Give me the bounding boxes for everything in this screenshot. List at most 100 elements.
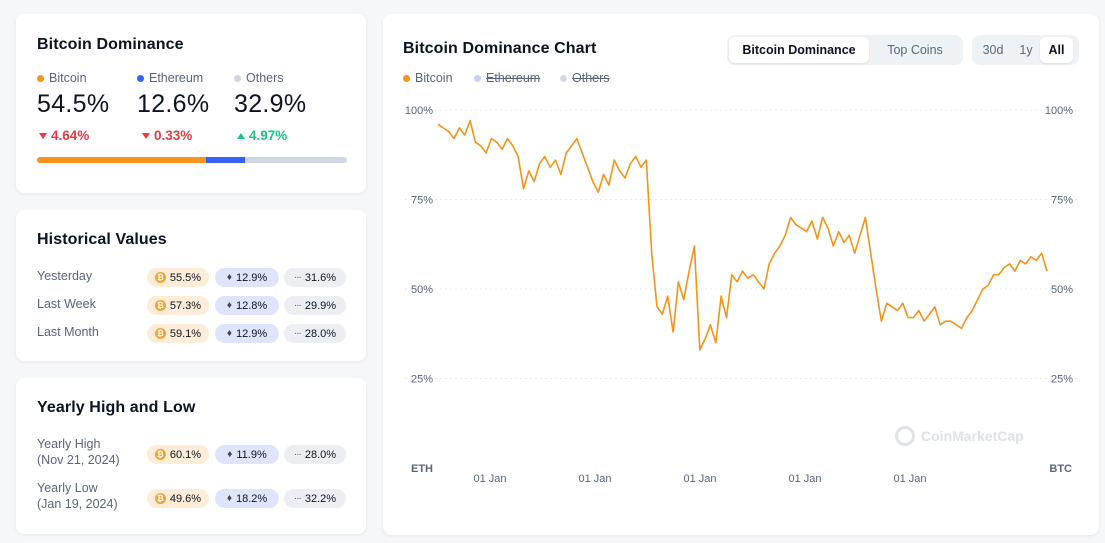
x-tick-label: 01 Jan — [683, 473, 716, 485]
others-dot-icon — [234, 74, 241, 82]
historical-row-label: Yesterday — [37, 269, 93, 283]
y-tick-label-left: 100% — [405, 105, 433, 117]
y-tick-label-left: 75% — [411, 195, 433, 207]
eth-pill-value: 11.9% — [236, 448, 267, 461]
ethereum-icon: ♦ — [226, 493, 232, 504]
ethereum-dot-icon — [474, 74, 481, 82]
btc-pill: ₿ 57.3% — [147, 296, 209, 315]
legend-ethereum-label: Ethereum — [149, 71, 204, 85]
historical-row-label: Last Month — [37, 325, 99, 339]
bitcoin-coin-icon: ₿ — [154, 449, 166, 460]
yearly-high-label-text: Yearly High — [37, 437, 101, 451]
tab-top-coins[interactable]: Top Coins — [887, 43, 943, 57]
chart-card: Bitcoin Dominance Chart Bitcoin Dominanc… — [383, 14, 1099, 535]
eth-pill-value: 12.8% — [235, 299, 268, 312]
bitcoin-coin-icon: ₿ — [154, 300, 166, 311]
ethereum-dominance-value: 12.6% — [137, 90, 210, 118]
more-dots-icon: ··· — [293, 493, 302, 504]
legend-bitcoin-label: Bitcoin — [49, 71, 87, 85]
range-all[interactable]: All — [1040, 37, 1073, 63]
eth-pill: ♦ 18.2% — [215, 489, 279, 508]
y-tick-label-right: 75% — [1051, 195, 1073, 207]
y-tick-label-right: 25% — [1051, 374, 1073, 386]
historical-row-label: Last Week — [37, 297, 96, 311]
others-change: 4.97% — [237, 128, 287, 143]
bitcoin-change-value: 4.64% — [51, 128, 90, 143]
eth-pill: ♦ 11.9% — [215, 445, 279, 464]
others-pill-value: 31.6% — [304, 271, 337, 284]
y-tick-label-left: 25% — [411, 374, 433, 386]
range-1y[interactable]: 1y — [1019, 43, 1033, 57]
legend-bitcoin: Bitcoin — [37, 71, 87, 85]
coinmarketcap-watermark: CoinMarketCap — [895, 426, 1024, 446]
others-pill: ··· 28.0% — [284, 445, 346, 464]
others-share-segment — [244, 157, 347, 163]
historical-title: Historical Values — [37, 231, 167, 248]
btc-pill: ₿ 55.5% — [147, 268, 209, 287]
btc-pill: ₿ 59.1% — [147, 324, 209, 343]
others-change-value: 4.97% — [249, 128, 288, 143]
left-axis-name: ETH — [411, 463, 433, 475]
chart-legend-ethereum-label: Ethereum — [486, 71, 541, 85]
chart-legend-bitcoin[interactable]: Bitcoin — [403, 71, 453, 85]
right-axis-name: BTC — [1049, 463, 1072, 475]
x-tick-label: 01 Jan — [473, 473, 506, 485]
yearly-low-label-text: Yearly Low — [37, 481, 98, 495]
eth-pill: ♦ 12.9% — [215, 268, 279, 287]
eth-pill-value: 12.9% — [235, 271, 268, 284]
watermark-text: CoinMarketCap — [921, 428, 1024, 444]
caret-up-icon — [237, 132, 245, 139]
others-pill-value: 32.2% — [304, 492, 337, 505]
bitcoin-series-line — [437, 119, 1048, 351]
yearly-title: Yearly High and Low — [37, 399, 196, 416]
btc-pill-value: 49.6% — [169, 492, 202, 505]
legend-others: Others — [234, 71, 284, 85]
y-tick-label-right: 100% — [1045, 105, 1073, 117]
bitcoin-coin-icon: ₿ — [154, 272, 166, 283]
others-dot-icon — [560, 74, 567, 82]
ethereum-icon: ♦ — [227, 449, 233, 460]
more-dots-icon: ··· — [293, 449, 302, 460]
x-tick-label: 01 Jan — [578, 473, 611, 485]
ethereum-change: 0.33% — [142, 128, 192, 143]
btc-pill: ₿ 49.6% — [147, 489, 209, 508]
bitcoin-coin-icon: ₿ — [154, 328, 166, 339]
eth-pill: ♦ 12.8% — [215, 296, 279, 315]
more-dots-icon: ··· — [293, 328, 302, 339]
eth-pill: ♦ 12.9% — [215, 324, 279, 343]
ethereum-share-segment — [205, 157, 245, 163]
tab-bitcoin-dominance[interactable]: Bitcoin Dominance — [729, 37, 869, 63]
historical-card: Historical Values Yesterday ₿ 55.5% ♦ 12.9… — [16, 210, 366, 361]
legend-others-label: Others — [246, 71, 284, 85]
dominance-share-bar — [37, 157, 347, 163]
x-tick-label: 01 Jan — [893, 473, 926, 485]
btc-pill-value: 59.1% — [169, 327, 202, 340]
y-tick-label-right: 50% — [1051, 284, 1073, 296]
ethereum-icon: ♦ — [226, 328, 232, 339]
yearly-high-label: Yearly High (Nov 21, 2024) — [37, 436, 120, 468]
btc-pill-value: 57.3% — [169, 299, 202, 312]
view-toggle: Bitcoin Dominance Top Coins — [727, 35, 963, 65]
others-pill-value: 28.0% — [304, 327, 337, 340]
chart-title: Bitcoin Dominance Chart — [403, 40, 597, 57]
dominance-chart[interactable]: 100% 100% 75% 75% 50% 50% 25% 25% ETH BTC 01 Jan 01… — [383, 14, 1099, 535]
chart-legend-ethereum[interactable]: Ethereum — [474, 71, 540, 85]
yearly-low-date: (Jan 19, 2024) — [37, 497, 118, 511]
legend-ethereum: Ethereum — [137, 71, 203, 85]
btc-pill-value: 55.5% — [169, 271, 202, 284]
range-toggle: 30d 1y All — [972, 35, 1079, 65]
others-dominance-value: 32.9% — [234, 90, 307, 118]
ethereum-change-value: 0.33% — [154, 128, 193, 143]
chart-legend-others[interactable]: Others — [560, 71, 610, 85]
chart-legend-bitcoin-label: Bitcoin — [415, 71, 453, 85]
yearly-low-label: Yearly Low (Jan 19, 2024) — [37, 480, 118, 512]
chart-legend-others-label: Others — [572, 71, 610, 85]
others-pill: ··· 28.0% — [284, 324, 346, 343]
dominance-card: Bitcoin Dominance Bitcoin Ethereum Other… — [16, 14, 366, 193]
yearly-card: Yearly High and Low Yearly High (Nov 21,… — [16, 378, 366, 534]
range-30d[interactable]: 30d — [982, 43, 1004, 57]
more-dots-icon: ··· — [293, 272, 302, 283]
others-pill: ··· 29.9% — [284, 296, 346, 315]
others-pill: ··· 32.2% — [284, 489, 346, 508]
coinmarketcap-logo-icon — [895, 426, 915, 446]
